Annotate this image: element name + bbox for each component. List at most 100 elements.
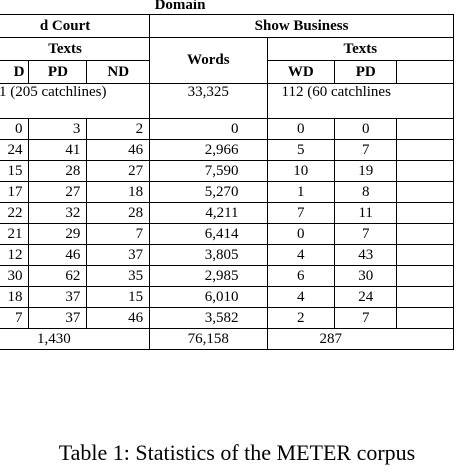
court-pd-cell: 27: [28, 181, 88, 203]
show-words-label: Words: [149, 37, 268, 84]
court-pd-cell: 62: [28, 265, 88, 287]
show-extra-cell: [396, 118, 454, 140]
court-pd-cell: 37: [28, 286, 88, 308]
words-cell: 2,966: [149, 139, 268, 161]
court-nd-cell: 35: [86, 265, 151, 287]
show-extra-cell: [396, 202, 454, 224]
table-row: 24 41 46 2,966 5 7: [0, 139, 454, 161]
show-wd-cell: 0: [266, 223, 335, 245]
court-d-cell: 15: [0, 160, 30, 182]
court-col-nd: ND: [86, 60, 151, 84]
court-nd-cell: 2: [86, 118, 151, 140]
show-col-wd: WD: [266, 60, 335, 84]
show-col-extra: [396, 60, 454, 84]
show-pd-cell: 19: [333, 160, 398, 182]
words-cell: 6,414: [149, 223, 268, 245]
show-texts-label: Texts: [266, 37, 455, 61]
show-pd-cell: 11: [333, 202, 398, 224]
show-wd-cell: 4: [266, 244, 335, 266]
court-d-cell: 17: [0, 181, 30, 203]
words-cell: 2,985: [149, 265, 268, 287]
court-d-cell: 21: [0, 223, 30, 245]
show-wd-cell: 6: [266, 265, 335, 287]
show-words-footer: 76,158: [149, 328, 268, 350]
show-extra-cell: [396, 223, 454, 245]
court-nd-cell: 46: [86, 139, 151, 161]
show-words-total: 33,325: [149, 83, 268, 119]
court-pd-cell: 41: [28, 139, 88, 161]
show-extra-cell: [396, 181, 454, 203]
table-row: 15 28 27 7,590 10 19: [0, 160, 454, 182]
show-extra-cell: [396, 265, 454, 287]
show-pd-cell: 7: [333, 139, 398, 161]
show-wd-cell: 4: [266, 286, 335, 308]
court-nd-cell: 46: [86, 307, 151, 329]
show-texts-footer: 287: [266, 328, 455, 350]
court-d-cell: 7: [0, 307, 30, 329]
court-nd-cell: 37: [86, 244, 151, 266]
court-pd-cell: 29: [28, 223, 88, 245]
show-extra-cell: [396, 244, 454, 266]
show-col-pd: PD: [333, 60, 398, 84]
court-nd-cell: 28: [86, 202, 151, 224]
show-wd-cell: 7: [266, 202, 335, 224]
court-d-cell: 30: [0, 265, 30, 287]
table-caption: Table 1: Statistics of the METER corpus: [58, 440, 416, 465]
court-texts-total: 1 (205 catchlines): [0, 83, 151, 119]
words-cell: 3,805: [149, 244, 268, 266]
court-nd-cell: 18: [86, 181, 151, 203]
show-pd-cell: 43: [333, 244, 398, 266]
words-cell: 3,582: [149, 307, 268, 329]
show-pd-cell: 7: [333, 223, 398, 245]
show-pd-cell: 0: [333, 118, 398, 140]
court-col-d: D: [0, 60, 30, 84]
totals-row: 1 (205 catchlines) 33,325 112 (60 catchl…: [0, 83, 455, 119]
court-texts-footer: 1,430: [0, 328, 151, 350]
court-d-cell: 18: [0, 286, 30, 308]
show-wd-cell: 0: [266, 118, 335, 140]
show-extra-cell: [396, 160, 454, 182]
table-row: 0 3 2 0 0 0: [0, 118, 454, 140]
court-texts-label: Texts: [0, 37, 151, 61]
words-cell: 0: [149, 118, 268, 140]
show-pd-cell: 24: [333, 286, 398, 308]
domain-label: Domain: [154, 0, 206, 13]
words-cell: 6,010: [149, 286, 268, 308]
words-cell: 5,270: [149, 181, 268, 203]
court-d-cell: 12: [0, 244, 30, 266]
court-d-cell: 22: [0, 202, 30, 224]
court-pd-cell: 32: [28, 202, 88, 224]
show-extra-cell: [396, 286, 454, 308]
table-row: 22 32 28 4,211 7 11: [0, 202, 454, 224]
table-row: 17 27 18 5,270 1 8: [0, 181, 454, 203]
table-row: 18 37 15 6,010 4 24: [0, 286, 454, 308]
domain-header-row: d Court Show Business: [0, 14, 454, 38]
table-row: 7 37 46 3,582 2 7: [0, 307, 454, 329]
court-nd-cell: 7: [86, 223, 151, 245]
footer-total-row: 1,430 76,158 287: [0, 328, 455, 350]
show-texts-total: 112 (60 catchlines: [266, 83, 455, 119]
statistics-table: d Court Show Business Texts Words Texts …: [0, 14, 455, 350]
show-pd-cell: 8: [333, 181, 398, 203]
table-row: 12 46 37 3,805 4 43: [0, 244, 454, 266]
show-pd-cell: 30: [333, 265, 398, 287]
court-nd-cell: 27: [86, 160, 151, 182]
subheader-row: Texts Words Texts: [0, 37, 455, 84]
show-business-header: Show Business: [149, 14, 454, 38]
table-row: 21 29 7 6,414 0 7: [0, 223, 454, 245]
court-d-cell: 0: [0, 118, 30, 140]
show-wd-cell: 10: [266, 160, 335, 182]
show-pd-cell: 7: [333, 307, 398, 329]
court-pd-cell: 3: [28, 118, 88, 140]
court-d-cell: 24: [0, 139, 30, 161]
show-extra-cell: [396, 139, 454, 161]
show-wd-cell: 1: [266, 181, 335, 203]
court-nd-cell: 15: [86, 286, 151, 308]
court-pd-cell: 46: [28, 244, 88, 266]
court-pd-cell: 37: [28, 307, 88, 329]
table-row: 30 62 35 2,985 6 30: [0, 265, 454, 287]
words-cell: 4,211: [149, 202, 268, 224]
court-col-pd: PD: [28, 60, 88, 84]
words-cell: 7,590: [149, 160, 268, 182]
court-pd-cell: 28: [28, 160, 88, 182]
